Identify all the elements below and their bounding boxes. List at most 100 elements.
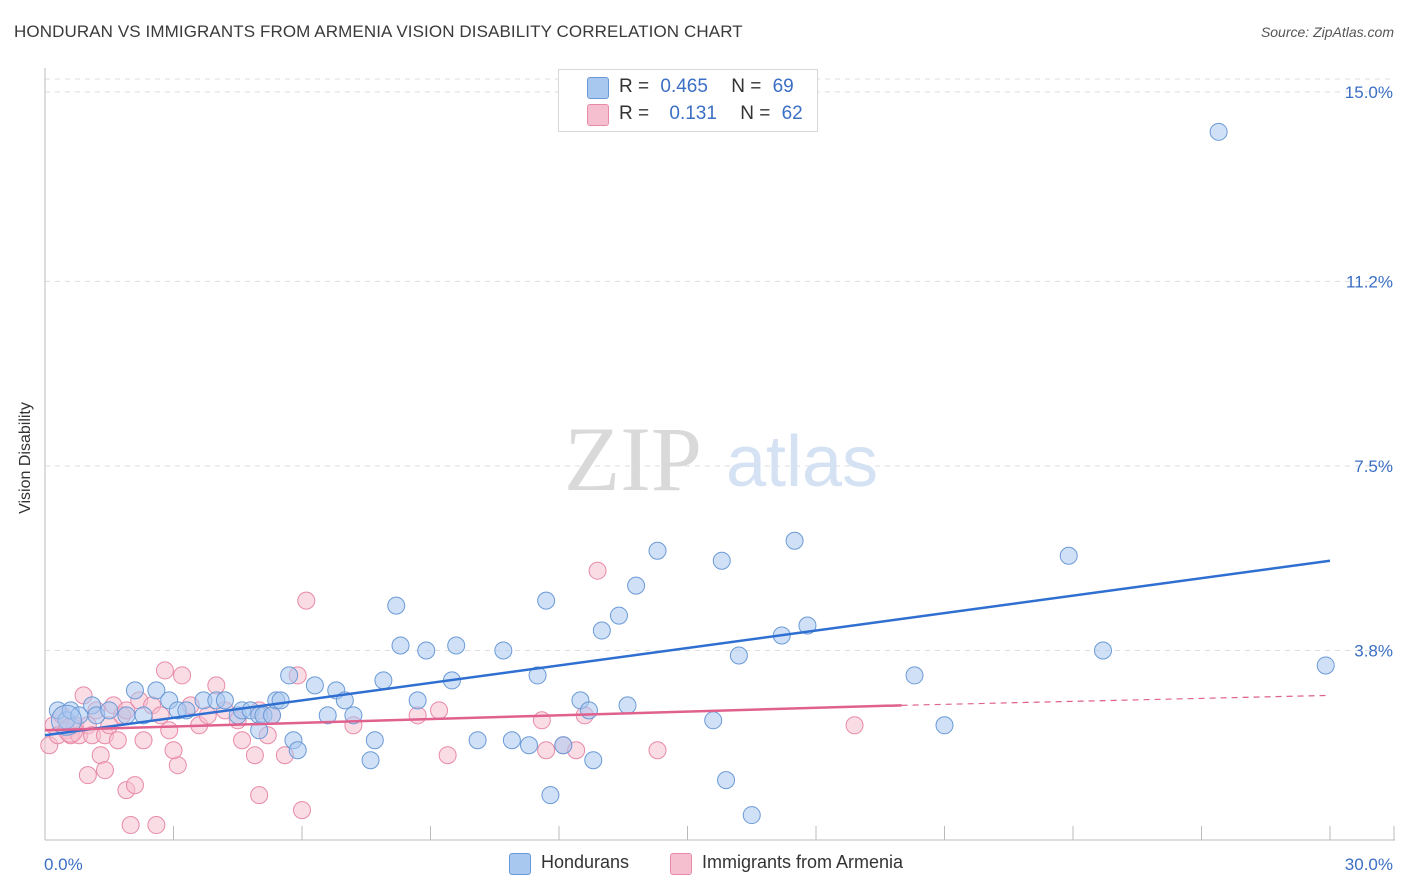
armenia-point bbox=[532, 711, 551, 730]
honduran-point bbox=[618, 696, 637, 715]
honduran-point bbox=[408, 691, 427, 710]
legend-r-value: 0.131 bbox=[669, 103, 717, 124]
honduran-point bbox=[648, 541, 667, 560]
armenia-point bbox=[108, 731, 127, 750]
honduran-point bbox=[374, 671, 393, 690]
honduran-point bbox=[520, 736, 539, 755]
armenia-point bbox=[438, 746, 457, 765]
armenia-point bbox=[125, 776, 144, 795]
honduran-point bbox=[584, 751, 603, 770]
armenia-point bbox=[245, 746, 264, 765]
armenia-point bbox=[78, 766, 97, 785]
honduran-point bbox=[541, 786, 560, 805]
bottom-legend-swatch-pink bbox=[670, 853, 692, 875]
armenia-point bbox=[648, 741, 667, 760]
x-tick-label: 30.0% bbox=[1345, 855, 1393, 874]
honduran-point bbox=[502, 731, 521, 750]
honduran-point bbox=[729, 646, 748, 665]
honduran-point bbox=[494, 641, 513, 660]
armenia-point bbox=[430, 701, 449, 720]
honduran-point bbox=[280, 666, 299, 685]
honduran-point bbox=[704, 711, 723, 730]
honduran-point bbox=[447, 636, 466, 655]
honduran-point bbox=[100, 701, 119, 720]
armenia-trend-line bbox=[44, 704, 902, 732]
honduran-point bbox=[391, 636, 410, 655]
armenia-point bbox=[250, 786, 269, 805]
legend-n-value: 69 bbox=[772, 76, 794, 97]
legend-r-label: R = bbox=[619, 103, 650, 124]
armenia-point bbox=[155, 661, 174, 680]
armenia-point bbox=[164, 741, 183, 760]
y-tick-label: 11.2% bbox=[1346, 272, 1393, 291]
bottom-legend-swatch-blue bbox=[509, 853, 531, 875]
honduran-point bbox=[134, 706, 153, 725]
watermark-atlas: atlas bbox=[726, 422, 878, 502]
honduran-point bbox=[785, 531, 804, 550]
legend-n-label: N = bbox=[731, 76, 762, 97]
honduran-point bbox=[365, 731, 384, 750]
honduran-point bbox=[579, 701, 598, 720]
honduran-point bbox=[125, 681, 144, 700]
legend-r-value: 0.465 bbox=[660, 76, 708, 97]
armenia-point bbox=[147, 816, 166, 835]
honduran-point bbox=[742, 806, 761, 825]
y-tick-label: 3.8% bbox=[1354, 641, 1393, 660]
chart-title: HONDURAN VS IMMIGRANTS FROM ARMENIA VISI… bbox=[14, 22, 743, 41]
armenia-point bbox=[168, 756, 187, 775]
honduran-point bbox=[117, 706, 136, 725]
x-tick-label: 0.0% bbox=[44, 855, 83, 874]
tick-labels: 3.8% 7.5% 11.2% 15.0% 0.0% 30.0% bbox=[44, 83, 1393, 874]
correlation-legend: R = 0.465 N = 69 R = 0.131 N = 62 bbox=[558, 69, 818, 132]
honduran-point bbox=[554, 736, 573, 755]
honduran-point bbox=[288, 741, 307, 760]
watermark-zip: ZIP bbox=[564, 408, 702, 510]
honduran-point bbox=[712, 551, 731, 570]
honduran-point bbox=[387, 596, 406, 615]
honduran-point bbox=[627, 576, 646, 595]
honduran-point bbox=[305, 676, 324, 695]
honduran-point bbox=[537, 591, 556, 610]
armenia-point bbox=[207, 676, 226, 695]
legend-n-value: 62 bbox=[781, 103, 803, 124]
honduran-cluster-point bbox=[50, 704, 82, 736]
legend-r-label: R = bbox=[619, 76, 650, 97]
axes bbox=[44, 68, 1395, 841]
honduran-point bbox=[717, 771, 736, 790]
armenia-point bbox=[845, 716, 864, 735]
honduran-point bbox=[798, 616, 817, 635]
y-tick-label: 7.5% bbox=[1354, 457, 1393, 476]
armenia-point bbox=[91, 746, 110, 765]
armenia-point bbox=[537, 741, 556, 760]
honduran-point bbox=[609, 606, 628, 625]
trend-lines bbox=[44, 559, 1331, 737]
armenia-point bbox=[408, 706, 427, 725]
legend-swatch-blue bbox=[587, 77, 609, 99]
bottom-legend-label: Hondurans bbox=[541, 852, 630, 872]
honduran-point bbox=[344, 706, 363, 725]
armenia-point bbox=[588, 561, 607, 580]
armenia-point bbox=[134, 731, 153, 750]
honduran-point bbox=[215, 691, 234, 710]
honduran-point bbox=[905, 666, 924, 685]
armenia-point bbox=[198, 706, 217, 725]
honduran-point bbox=[147, 681, 166, 700]
honduran-point bbox=[935, 716, 954, 735]
armenia-point bbox=[121, 816, 140, 835]
honduran-trend-line bbox=[44, 559, 1331, 737]
armenia-trend-extension bbox=[901, 694, 1331, 706]
honduran-point bbox=[271, 691, 290, 710]
legend-n-label: N = bbox=[740, 103, 771, 124]
honduran-point bbox=[318, 706, 337, 725]
armenia-point bbox=[233, 731, 252, 750]
source-note: Source: ZipAtlas.com bbox=[1260, 24, 1394, 40]
honduran-point bbox=[361, 751, 380, 770]
honduran-point bbox=[1093, 641, 1112, 660]
armenia-point bbox=[160, 721, 179, 740]
armenia-point bbox=[293, 801, 311, 820]
armenia-point bbox=[173, 666, 192, 685]
honduran-point bbox=[1209, 122, 1228, 141]
honduran-point bbox=[417, 641, 436, 660]
honduran-point bbox=[468, 731, 487, 750]
